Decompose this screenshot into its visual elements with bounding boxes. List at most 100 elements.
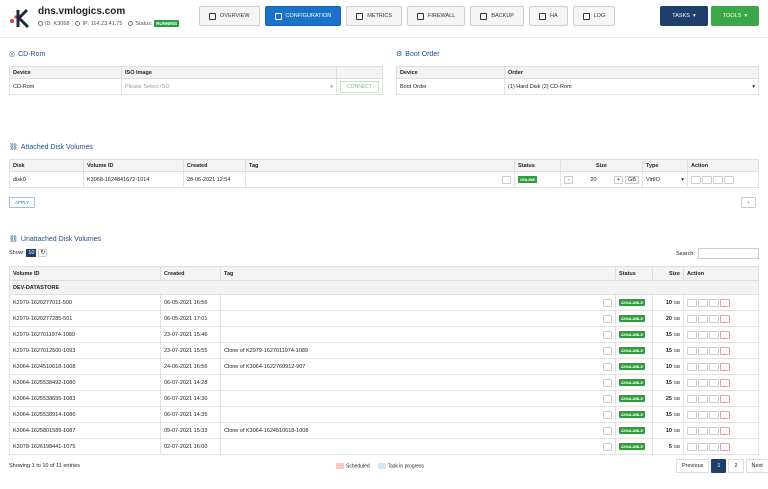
created: 28-06-2021 12:54 xyxy=(183,171,246,188)
attach-icon[interactable] xyxy=(698,314,708,323)
tab-ha[interactable]: HA xyxy=(528,6,568,26)
link-icon[interactable] xyxy=(709,394,719,403)
attach-icon[interactable] xyxy=(698,378,708,387)
settings-icon[interactable] xyxy=(724,175,734,184)
show-select[interactable]: 10 xyxy=(26,249,37,257)
created: 06-05-2021 16:56 xyxy=(160,294,221,311)
table-row: K3064-1624510618-1008 24-06-2021 16:56 C… xyxy=(9,358,759,375)
copy-icon[interactable] xyxy=(687,426,697,435)
iso-select[interactable]: Please Select ISO ▾ xyxy=(121,78,337,95)
size-minus-button[interactable]: - xyxy=(564,175,573,184)
tools-button[interactable]: TOOLS ▾ xyxy=(711,6,759,26)
trash-icon[interactable] xyxy=(720,378,730,387)
page-2-button[interactable]: 2 xyxy=(728,459,744,473)
attach-icon[interactable] xyxy=(698,442,708,451)
size-input[interactable]: 20 xyxy=(590,176,597,183)
status-badge: AVAILABLE xyxy=(619,410,646,418)
trash-icon[interactable] xyxy=(720,442,730,451)
page-1-button[interactable]: 1 xyxy=(711,459,727,473)
attach-icon[interactable] xyxy=(698,298,708,307)
trash-icon[interactable] xyxy=(720,426,730,435)
copy-icon[interactable] xyxy=(687,346,697,355)
id-label: ID: K3068 xyxy=(45,21,70,27)
note-icon[interactable] xyxy=(603,346,612,355)
note-icon[interactable] xyxy=(603,426,612,435)
status-cell: AVAILABLE xyxy=(615,326,653,343)
chevron-down-icon: ▾ xyxy=(692,13,696,19)
trash-icon[interactable] xyxy=(720,330,730,339)
attach-icon[interactable] xyxy=(698,362,708,371)
link-icon[interactable] xyxy=(709,410,719,419)
action-cell xyxy=(683,326,759,343)
note-icon[interactable] xyxy=(603,330,612,339)
attach-icon[interactable] xyxy=(698,394,708,403)
boot-order-select[interactable]: (1) Hard Disk (2) CD-Rom ▾ xyxy=(504,78,759,95)
search-input[interactable] xyxy=(697,248,759,259)
status-cell: AVAILABLE xyxy=(615,390,653,407)
size-cell: 15 GB xyxy=(652,342,684,359)
tab-firewall[interactable]: FIREWALL xyxy=(407,6,466,26)
status-item: Status: RUNNING xyxy=(128,20,180,27)
connect-button[interactable]: CONNECT xyxy=(340,80,379,93)
prev-page-button[interactable]: Previous xyxy=(676,459,710,473)
note-icon[interactable] xyxy=(603,298,612,307)
note-icon[interactable] xyxy=(603,378,612,387)
attach-icon[interactable] xyxy=(698,410,708,419)
trash-icon[interactable] xyxy=(720,298,730,307)
copy-icon[interactable] xyxy=(687,362,697,371)
col-created: Created xyxy=(160,266,221,281)
attach-icon[interactable] xyxy=(698,426,708,435)
attach-icon[interactable] xyxy=(698,346,708,355)
note-icon[interactable] xyxy=(603,442,612,451)
type-select[interactable]: VirtIO ▾ xyxy=(642,171,688,188)
detach-icon[interactable] xyxy=(702,175,712,184)
add-disk-button[interactable]: + xyxy=(741,197,756,208)
link-icon[interactable] xyxy=(709,378,719,387)
copy-icon[interactable] xyxy=(687,330,697,339)
tab-log[interactable]: LOG xyxy=(572,6,616,26)
tag: Clone of K2979-1627011974-1089 xyxy=(224,347,308,354)
unattached-title-label: Unattached Disk Volumes xyxy=(20,235,102,243)
copy-icon[interactable] xyxy=(691,175,701,184)
volume-id: K3064-1625538492-1080 xyxy=(9,374,161,391)
link-icon[interactable] xyxy=(709,346,719,355)
next-page-button[interactable]: Next xyxy=(745,459,768,473)
link-icon[interactable] xyxy=(709,442,719,451)
copy-icon[interactable] xyxy=(687,314,697,323)
link-icon[interactable] xyxy=(709,330,719,339)
snapshot-icon[interactable] xyxy=(713,175,723,184)
status-badge: AVAILABLE xyxy=(619,298,646,306)
copy-icon[interactable] xyxy=(687,378,697,387)
copy-icon[interactable] xyxy=(687,442,697,451)
refresh-icon[interactable]: ↻ xyxy=(38,249,48,257)
link-icon[interactable] xyxy=(709,314,719,323)
link-icon[interactable] xyxy=(709,426,719,435)
tab-metrics[interactable]: METRICS xyxy=(346,6,403,26)
attach-icon[interactable] xyxy=(698,330,708,339)
trash-icon[interactable] xyxy=(720,362,730,371)
copy-icon[interactable] xyxy=(687,394,697,403)
note-icon[interactable] xyxy=(603,314,612,323)
tab-configuration[interactable]: CONFIGURATION xyxy=(264,6,342,26)
note-icon[interactable] xyxy=(603,410,612,419)
trash-icon[interactable] xyxy=(720,346,730,355)
backup-icon xyxy=(480,12,488,20)
copy-icon[interactable] xyxy=(687,298,697,307)
link-icon[interactable] xyxy=(709,362,719,371)
status-badge: RUNNING xyxy=(154,20,180,27)
link-icon[interactable] xyxy=(709,298,719,307)
note-icon[interactable] xyxy=(603,362,612,371)
tasks-button[interactable]: TASKS ▾ xyxy=(660,6,708,26)
note-icon[interactable] xyxy=(603,394,612,403)
apply-button[interactable]: APPLY xyxy=(9,197,36,208)
trash-icon[interactable] xyxy=(720,314,730,323)
trash-icon[interactable] xyxy=(720,394,730,403)
note-icon[interactable] xyxy=(502,175,511,184)
copy-icon[interactable] xyxy=(687,410,697,419)
tab-backup[interactable]: BACKUP xyxy=(470,6,524,26)
iso-placeholder: Please Select ISO xyxy=(125,83,170,90)
tab-overview[interactable]: OVERVIEW xyxy=(199,6,260,26)
size-plus-button[interactable]: + xyxy=(614,175,624,184)
trash-icon[interactable] xyxy=(720,410,730,419)
created: 02-07-2021 16:00 xyxy=(160,438,221,455)
